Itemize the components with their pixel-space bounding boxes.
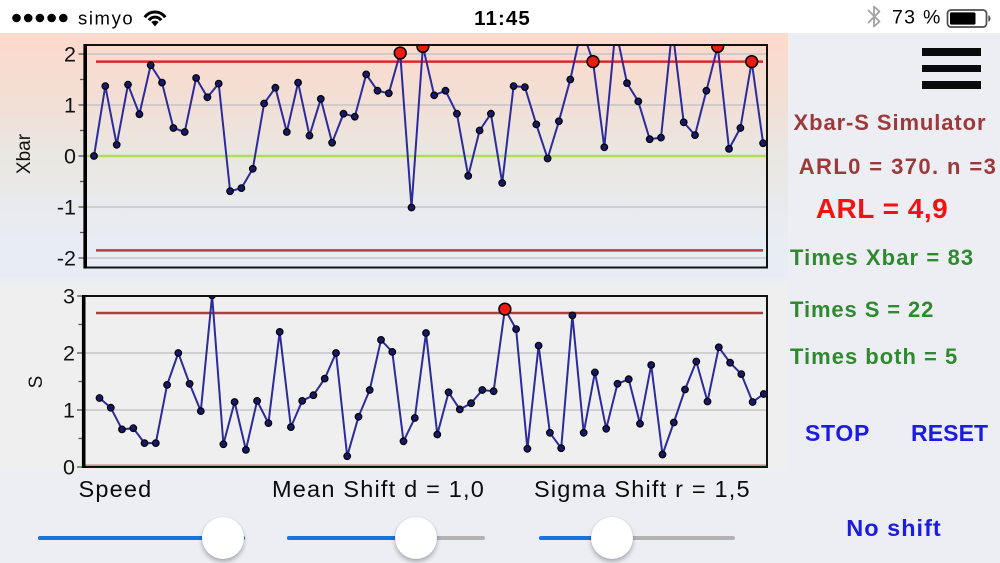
svg-text:3: 3: [63, 285, 75, 309]
svg-text:2: 2: [63, 342, 75, 366]
svg-text:0: 0: [64, 145, 76, 169]
svg-text:73 %: 73 %: [892, 7, 942, 29]
svg-text:1: 1: [63, 399, 75, 423]
svg-text:2: 2: [64, 43, 76, 67]
svg-text:Xbar: Xbar: [14, 133, 35, 174]
svg-text:simyo: simyo: [78, 8, 134, 29]
svg-text:-1: -1: [57, 196, 76, 220]
svg-text:S: S: [26, 376, 47, 389]
svg-text:0: 0: [63, 456, 75, 480]
svg-text:1: 1: [64, 94, 76, 118]
svg-text:-2: -2: [57, 247, 76, 271]
